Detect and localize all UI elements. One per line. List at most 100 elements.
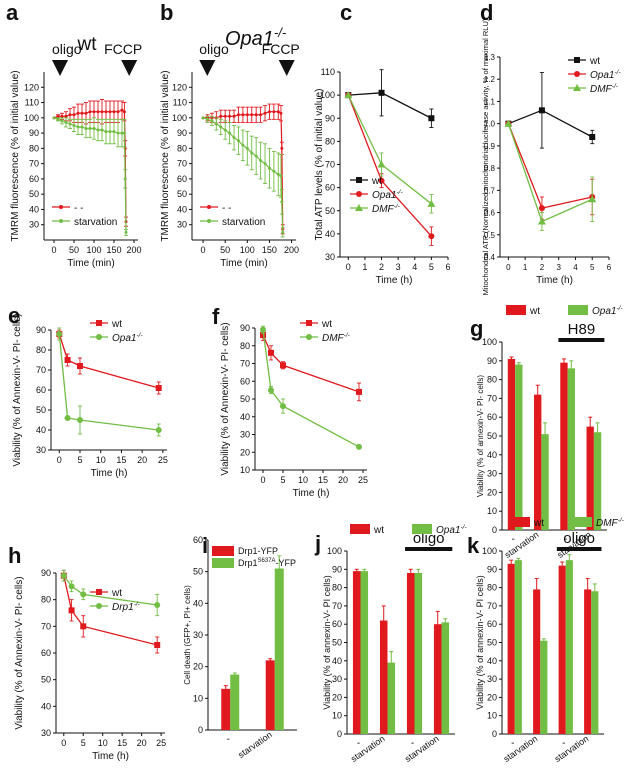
series-line xyxy=(262,329,360,448)
x-tick-label: 5 xyxy=(280,475,285,485)
bar-opa1 xyxy=(593,432,602,530)
data-point xyxy=(280,200,284,204)
data-point xyxy=(241,143,245,147)
annotation-arrow xyxy=(278,60,295,76)
data-point xyxy=(276,110,280,114)
y-tick-label: 40 xyxy=(240,412,250,422)
y-tick-label: 1.1 xyxy=(484,97,496,106)
panel-k: k 0 10 20 30 40 50 60 70 80 90 100 Viability (% of a… xyxy=(467,517,625,764)
series-line xyxy=(203,111,284,230)
data-point xyxy=(112,110,116,114)
y-tick-label: 70 xyxy=(332,601,342,611)
data-point xyxy=(356,443,362,450)
x-tick-label: 4 xyxy=(573,263,578,272)
data-point xyxy=(100,110,104,114)
data-point xyxy=(588,195,597,203)
series-opa1 xyxy=(56,327,162,437)
legend-marker xyxy=(96,320,102,326)
panel-d: d 0.4 0.5 0.6 0.7 0.8 0.9 1.0 1.1 1.2 1.3 0 1 2 3 4 5 6 Ti… xyxy=(480,0,621,295)
category-label: - xyxy=(357,738,360,749)
legend-item: DMF-/- xyxy=(572,517,625,529)
data-point xyxy=(80,125,84,129)
panel-f: f 10 20 30 40 50 60 70 80 90 0 5 10 15 20 25 Time (h) Via… xyxy=(212,304,368,499)
bar-dmf xyxy=(565,560,573,734)
bar-wt xyxy=(586,426,594,530)
data-point xyxy=(88,110,92,114)
series-line xyxy=(507,123,593,209)
x-tick-label: 0 xyxy=(57,455,62,465)
data-point xyxy=(250,113,254,117)
y-tick-label: 30 xyxy=(29,220,39,230)
data-point xyxy=(104,130,108,134)
data-point xyxy=(279,174,283,178)
panel-letter: b xyxy=(160,0,173,25)
category-label: - xyxy=(411,738,414,749)
data-point xyxy=(56,331,63,337)
y-tick-label: 90 xyxy=(487,356,497,366)
panel-letter: i xyxy=(202,533,208,558)
panel-letter: k xyxy=(467,533,480,558)
data-point xyxy=(259,113,263,117)
legend-marker xyxy=(356,177,362,183)
panel-letter: d xyxy=(480,0,493,25)
y-tick-label: 30 xyxy=(41,728,51,738)
x-tick-label: 4 xyxy=(412,262,417,272)
legend-label: wt xyxy=(589,56,600,67)
x-tick-label: 20 xyxy=(338,475,348,485)
bar-dmf xyxy=(591,591,599,734)
y-tick-label: 70 xyxy=(487,393,497,403)
legend-label: wt xyxy=(371,176,382,187)
data-point xyxy=(80,623,87,630)
legend-marker xyxy=(96,603,102,609)
legend-marker xyxy=(574,57,580,63)
data-point xyxy=(52,116,56,120)
y-tick-label: 50 xyxy=(487,431,497,441)
data-point xyxy=(112,130,116,134)
y-tick-label: 30 xyxy=(332,674,342,684)
x-tick-label: 0 xyxy=(51,245,56,255)
data-point xyxy=(201,116,205,120)
data-point xyxy=(214,122,218,126)
bar-opa1 xyxy=(414,572,423,734)
data-point xyxy=(245,113,249,117)
data-point xyxy=(76,111,80,115)
y-tick-label: 60 xyxy=(325,183,335,193)
series-line xyxy=(63,575,158,646)
legend-item: DMF-/- xyxy=(350,203,401,215)
bar-wt xyxy=(534,394,542,530)
legend-item: wt xyxy=(568,56,600,67)
legend-label: Opa1-/- xyxy=(590,69,621,81)
x-tick-label: 1 xyxy=(362,262,367,272)
y-tick-label: 50 xyxy=(36,405,46,415)
legend-swatch xyxy=(412,524,432,534)
bar-opa1 xyxy=(441,622,450,734)
panel-h: h 30 40 50 60 70 80 90 0 5 10 15 20 25 Time (h) Viabili… xyxy=(8,543,166,762)
y-tick-label: 100 xyxy=(482,337,497,347)
data-point xyxy=(268,387,274,394)
data-point xyxy=(504,119,513,127)
series-wt xyxy=(345,69,435,128)
y-tick-label: 30 xyxy=(36,445,46,455)
y-tick-label: 100 xyxy=(24,113,39,123)
y-tick-label: 1.0 xyxy=(484,120,496,129)
y-tick-label: 100 xyxy=(320,90,335,100)
bar-opa1 xyxy=(515,364,523,530)
x-tick-label: 6 xyxy=(445,262,450,272)
data-point xyxy=(245,146,249,150)
x-tick-label: 50 xyxy=(69,245,79,255)
legend-swatch xyxy=(510,517,530,527)
y-tick-label: 0.6 xyxy=(484,209,496,218)
y-axis-label: Cell death (GFP+, PI+ cells) xyxy=(183,585,192,685)
y-axis-label: TMRM fluorescence (% of initial value) xyxy=(10,70,21,241)
legend-label: Drp1-YFP xyxy=(238,546,278,556)
y-tick-label: 40 xyxy=(325,229,335,239)
bracket-label: H89 xyxy=(568,321,596,338)
panel-c: c 30 40 50 60 70 80 90 100 110 0 1 2 3 4 5 6 Time (h) Tota… xyxy=(314,0,451,286)
y-tick-label: 90 xyxy=(332,564,342,574)
y-tick-label: 80 xyxy=(240,341,250,351)
category-label: starvation xyxy=(503,529,541,560)
data-point xyxy=(223,128,227,132)
data-point xyxy=(259,159,263,163)
y-tick-label: 80 xyxy=(29,143,39,153)
bar-drp1yfp xyxy=(221,688,231,730)
